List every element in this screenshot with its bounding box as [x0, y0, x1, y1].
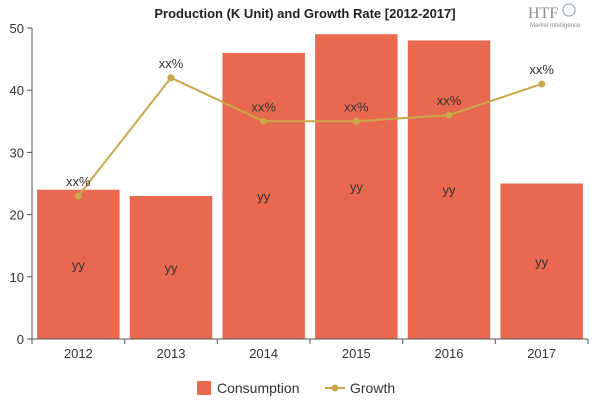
y-tick-label: 20: [10, 208, 24, 223]
bar-data-label: yy: [443, 183, 457, 198]
y-tick-label: 10: [10, 270, 24, 285]
bar: [222, 52, 305, 339]
htf-logo: HTF Market Intelligence: [528, 3, 581, 29]
logo-subtitle: Market Intelligence: [530, 23, 581, 29]
growth-line: [77, 76, 542, 197]
globe-icon: [562, 3, 576, 17]
bar-data-label: yy: [165, 260, 179, 275]
bar-series: yy yy yy yy yy yy: [37, 34, 583, 339]
bar-data-label: yy: [72, 257, 86, 272]
bar: [407, 40, 491, 339]
bar: [500, 183, 583, 339]
legend-marker-growth: [331, 384, 339, 392]
bar-data-label: yy: [257, 189, 271, 204]
growth-point: [352, 117, 360, 125]
chart-title: Production (K Unit) and Growth Rate [201…: [154, 6, 455, 21]
growth-point: [260, 117, 268, 125]
y-tick-label: 50: [10, 21, 24, 36]
bar: [315, 34, 398, 339]
growth-point: [167, 74, 175, 82]
logo-mark: HTF: [528, 5, 558, 22]
bar-data-label: yy: [535, 254, 549, 269]
bar: [37, 189, 120, 339]
growth-data-label: xx%: [529, 62, 554, 77]
growth-point: [74, 192, 82, 200]
growth-data-label: xx%: [251, 99, 276, 114]
x-tick-label: 2017: [527, 346, 556, 361]
legend: Consumption Growth: [197, 380, 395, 396]
x-tick-label: 2016: [435, 346, 464, 361]
legend-label-consumption: Consumption: [217, 380, 300, 396]
growth-data-label: xx%: [159, 56, 184, 71]
y-tick-label: 40: [10, 83, 24, 98]
growth-point: [445, 111, 453, 119]
x-tick-label: 2014: [249, 346, 278, 361]
bar-data-label: yy: [350, 180, 364, 195]
line-series: xx% xx% xx% xx% xx% xx%: [66, 56, 554, 200]
y-axis: 0 10 20 30 40 50: [10, 21, 33, 347]
legend-label-growth: Growth: [350, 380, 395, 396]
legend-swatch-consumption: [197, 381, 211, 395]
y-tick-label: 30: [10, 145, 24, 160]
x-tick-label: 2013: [157, 346, 186, 361]
growth-data-label: xx%: [66, 174, 91, 189]
x-tick-label: 2012: [64, 346, 93, 361]
x-axis: 2012 2013 2014 2015 2016 2017: [31, 338, 589, 361]
bar: [129, 195, 213, 339]
growth-data-label: xx%: [437, 93, 462, 108]
growth-data-label: xx%: [344, 99, 369, 114]
growth-point: [538, 80, 546, 88]
x-tick-label: 2015: [342, 346, 371, 361]
y-tick-label: 0: [17, 332, 24, 347]
